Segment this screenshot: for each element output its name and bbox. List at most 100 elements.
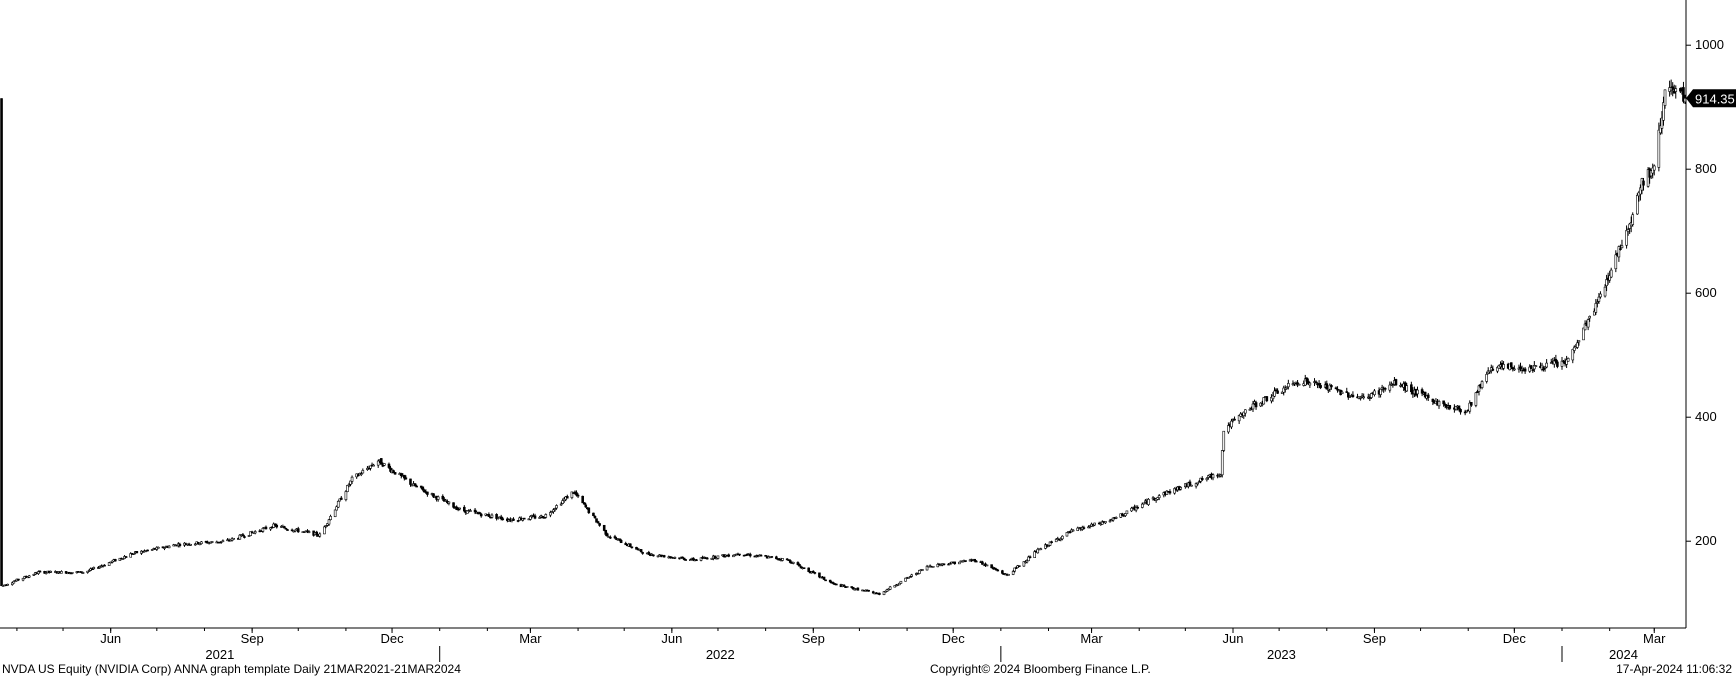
candle-body xyxy=(379,458,383,465)
candle-body xyxy=(10,582,14,585)
copyright-text: Copyright© 2024 Bloomberg Finance L.P. xyxy=(930,662,1151,676)
candle-body xyxy=(1273,390,1276,397)
candle-body xyxy=(1104,521,1107,524)
candle-body xyxy=(1491,368,1495,371)
candle-body xyxy=(1211,474,1215,479)
candle-body xyxy=(575,492,578,496)
candle-body xyxy=(1280,391,1284,394)
candle-body xyxy=(1351,394,1355,398)
candle-body xyxy=(1502,364,1505,369)
candle-body xyxy=(1583,323,1587,331)
candle-body xyxy=(1405,385,1409,392)
candle-body xyxy=(1297,383,1301,386)
candle-body xyxy=(253,531,257,534)
candle-body xyxy=(293,529,297,532)
candle-body xyxy=(1130,507,1133,512)
candle-body xyxy=(529,515,532,520)
candle-body xyxy=(340,497,343,500)
candle-body xyxy=(499,516,503,520)
candle-body xyxy=(307,531,311,533)
candle-body xyxy=(404,477,408,480)
candle-body xyxy=(1437,401,1441,407)
candle-body xyxy=(738,553,741,556)
candle-body xyxy=(692,557,695,561)
candle-body xyxy=(566,496,569,499)
candle-body xyxy=(1533,365,1536,370)
candle-body xyxy=(1672,90,1676,94)
candle-body xyxy=(990,564,993,569)
candle-body xyxy=(103,564,106,567)
candle-body xyxy=(639,549,643,553)
candle-body xyxy=(1325,383,1329,390)
candle-body xyxy=(1682,87,1685,102)
candle-body xyxy=(349,480,352,485)
candle-body xyxy=(383,463,386,466)
x-axis: MarJunSepDecMarJunSepDecMarJunSepDecMar2… xyxy=(0,627,1686,662)
candle-body xyxy=(1220,450,1224,476)
candle-body xyxy=(850,586,854,588)
candle-body xyxy=(1165,490,1169,495)
candle-body xyxy=(189,543,192,546)
candle-body xyxy=(389,467,392,472)
candle-body xyxy=(415,485,418,488)
candle-body xyxy=(210,541,214,543)
candle-body xyxy=(163,547,166,549)
candle-body xyxy=(1554,358,1558,363)
candle-body xyxy=(828,579,832,583)
candle-body xyxy=(1660,117,1664,129)
candle-body xyxy=(1586,319,1590,328)
candle-body xyxy=(1157,495,1161,499)
candle-body xyxy=(1614,254,1618,270)
candle-body xyxy=(346,484,349,492)
chart-description: NVDA US Equity (NVIDIA Corp) ANNA graph … xyxy=(2,662,461,676)
candle-body xyxy=(495,514,498,519)
x-year-label: 2022 xyxy=(706,647,735,662)
candle-body xyxy=(613,536,617,539)
candle-body xyxy=(327,519,331,525)
y-tick-label: 600 xyxy=(1695,285,1717,300)
candle-body xyxy=(1101,521,1104,525)
candle-body xyxy=(1190,484,1193,487)
candle-body xyxy=(1463,411,1467,414)
candle-body xyxy=(347,484,351,487)
candle-body xyxy=(882,591,886,595)
candle-body xyxy=(592,512,595,516)
candle-body xyxy=(1260,403,1264,406)
candle-body xyxy=(1219,474,1223,477)
candle-body xyxy=(1534,365,1538,367)
candlestick-series xyxy=(0,79,1687,596)
candle-body xyxy=(193,543,197,546)
candle-body xyxy=(1319,385,1322,388)
candle-body xyxy=(501,518,505,520)
candle-body xyxy=(561,500,564,504)
candle-body xyxy=(1410,384,1413,393)
candle-body xyxy=(1646,169,1650,187)
x-month-label: Dec xyxy=(380,631,404,646)
candle-body xyxy=(1061,535,1064,540)
candle-body xyxy=(323,526,326,535)
candle-body xyxy=(1025,560,1029,563)
x-month-label: Mar xyxy=(1080,631,1103,646)
candle-body xyxy=(595,518,598,523)
candle-body xyxy=(1671,86,1675,90)
candle-body xyxy=(1608,275,1611,281)
candle-body xyxy=(942,563,946,566)
candle-body xyxy=(831,582,835,584)
candle-body xyxy=(550,511,554,514)
candle-body xyxy=(1379,388,1382,395)
candle-body xyxy=(1244,409,1247,414)
candle-body xyxy=(1582,327,1585,341)
x-month-label: Sep xyxy=(802,631,825,646)
candle-body xyxy=(1511,367,1515,370)
candle-body xyxy=(1285,387,1289,389)
candle-body xyxy=(921,569,924,571)
candle-body xyxy=(399,473,403,477)
candle-body xyxy=(326,523,329,526)
candle-body xyxy=(432,493,435,498)
candle-body xyxy=(423,490,426,493)
x-month-label: Sep xyxy=(1363,631,1386,646)
candle-body xyxy=(1027,556,1030,562)
x-month-label: Dec xyxy=(942,631,966,646)
candle-body xyxy=(1573,346,1576,351)
last-price-marker: 914.35 xyxy=(1686,89,1736,108)
